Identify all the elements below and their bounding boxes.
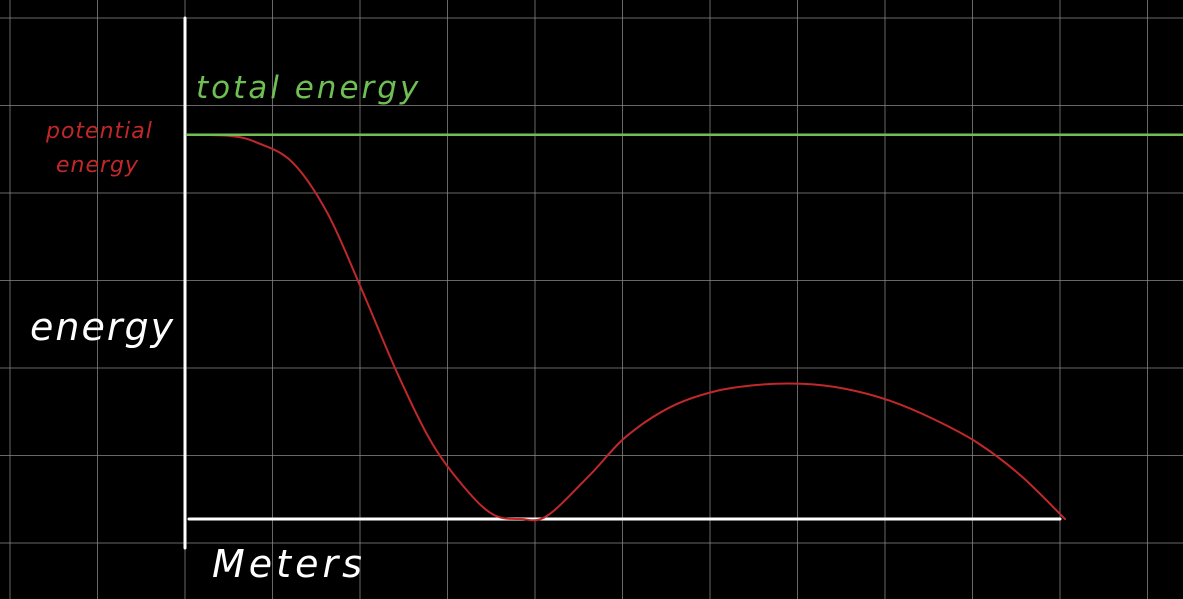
potential-energy-label-line2: energy [56, 153, 139, 178]
series-layer [185, 133, 1183, 522]
y-axis-label: energy [30, 305, 175, 349]
potential-energy-label-line1: potential [45, 119, 153, 144]
total-energy-label: total energy [196, 70, 421, 106]
x-axis-label: Meters [212, 542, 366, 586]
potential-energy-curve [186, 133, 1066, 522]
